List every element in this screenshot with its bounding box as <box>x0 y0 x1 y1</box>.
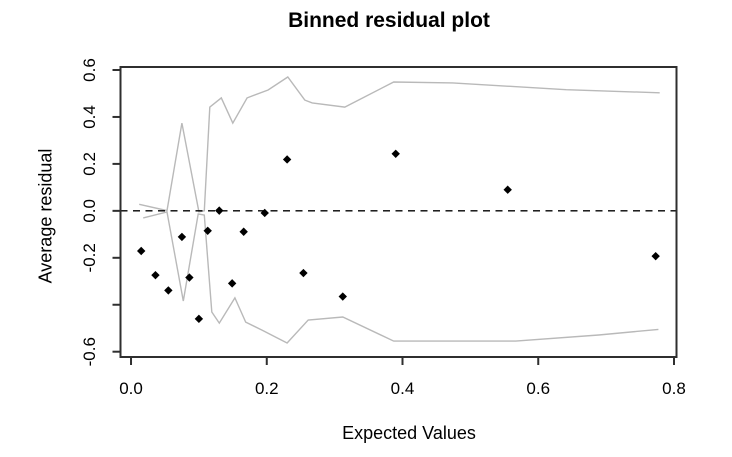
y-tick-label: 0.6 <box>80 58 99 82</box>
lower-band-line <box>143 211 659 344</box>
data-point-diamond <box>227 279 237 288</box>
data-point-diamond <box>299 268 308 278</box>
data-point-diamond <box>164 286 173 295</box>
y-tick-label: 0.2 <box>80 152 99 176</box>
data-point-diamond <box>177 232 187 242</box>
data-point-diamond <box>194 314 204 324</box>
upper-band-line <box>139 76 660 213</box>
data-point-diamond <box>282 155 292 164</box>
y-tick-label: 0.4 <box>80 105 99 129</box>
x-tick-label: 0.6 <box>526 379 550 398</box>
data-point-diamond <box>185 273 194 282</box>
x-axis-title: Expected Values <box>342 423 476 443</box>
data-point-diamond <box>203 226 212 236</box>
data-point-diamond <box>137 246 146 256</box>
data-point-diamond <box>151 270 160 280</box>
x-tick-label: 0.8 <box>662 379 686 398</box>
data-point-diamond <box>651 251 660 261</box>
chart-title: Binned residual plot <box>288 9 490 32</box>
x-tick-label: 0.4 <box>391 379 415 398</box>
x-tick-label: 0.2 <box>255 379 279 398</box>
x-tick-label: 0.0 <box>119 379 143 398</box>
data-point-diamond <box>338 292 347 301</box>
data-point-diamond <box>503 185 512 194</box>
plot-box <box>119 66 678 358</box>
data-point-diamond <box>391 149 400 159</box>
data-point-diamond <box>260 208 269 218</box>
y-tick-label: 0.0 <box>80 199 99 223</box>
y-tick-label: -0.6 <box>80 337 99 366</box>
y-tick-label: -0.2 <box>80 243 99 272</box>
y-axis-title: Average residual <box>35 148 56 284</box>
data-point-diamond <box>215 206 224 215</box>
data-point-diamond <box>239 227 248 236</box>
